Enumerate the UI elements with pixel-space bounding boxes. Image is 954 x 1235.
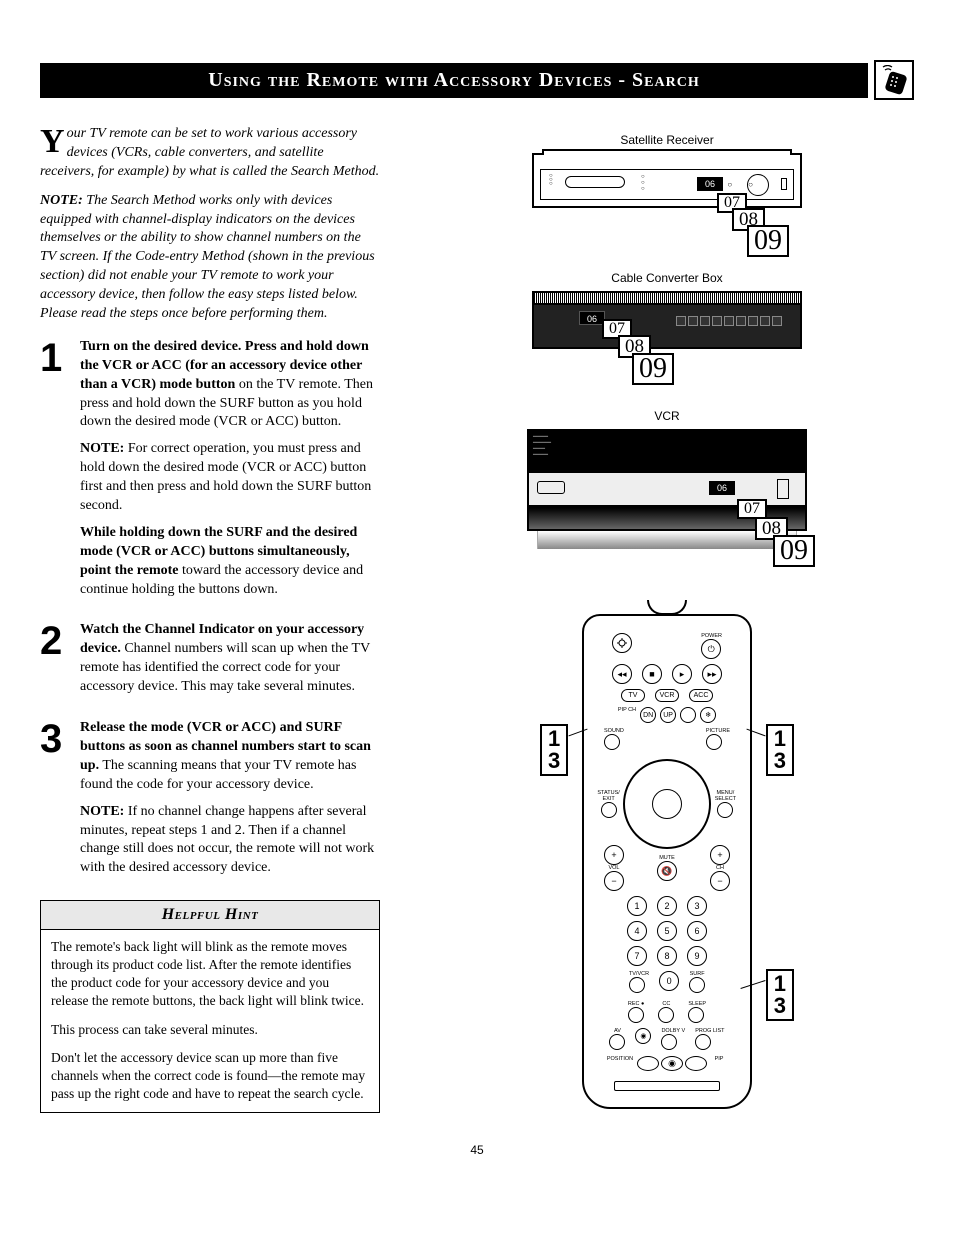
sat-display: 06 — [697, 177, 723, 191]
dolby-button — [661, 1034, 677, 1050]
hint-para: This process can take several minutes. — [51, 1021, 369, 1039]
callout-left: 1 3 — [540, 724, 568, 776]
dpad-ok-button — [652, 789, 682, 819]
intro-para: Your TV remote can be set to work variou… — [40, 125, 380, 182]
helpful-hint-box: Helpful Hint The remote's back light wil… — [40, 900, 380, 1112]
dpad-ring — [623, 759, 711, 849]
step-number: 1 — [40, 338, 80, 608]
step-number: 2 — [40, 621, 80, 705]
header-bar: Using the Remote with Accessory Devices … — [40, 60, 914, 100]
menu-button — [717, 802, 733, 818]
remote-figure: POWER ⏻ ◂◂ ■ ▸ ▸▸ TV VCR ACC PIP CH — [582, 614, 752, 1109]
stop-button: ■ — [642, 664, 662, 684]
step-number: 3 — [40, 719, 80, 886]
page-number: 45 — [40, 1143, 914, 1157]
num-1: 1 — [627, 896, 647, 916]
cable-label: Cable Converter Box — [611, 271, 722, 285]
hint-body: The remote's back light will blink as th… — [41, 930, 379, 1112]
chan-09: 09 — [632, 353, 674, 385]
hint-para: Don't let the accessory device scan up m… — [51, 1049, 369, 1104]
step-2: 2 Watch the Channel Indicator on your ac… — [40, 621, 380, 705]
num-3: 3 — [687, 896, 707, 916]
pos-right-button — [685, 1056, 707, 1071]
tvvcr-button — [629, 977, 645, 993]
vcr-mode-button: VCR — [655, 689, 679, 702]
vcr-figure: ━━━━━━━━━━━━━━━━━━━━ 06 07 08 09 — [527, 429, 807, 594]
surf-button — [689, 977, 705, 993]
hint-title: Helpful Hint — [41, 901, 379, 930]
chan-09: 09 — [747, 225, 789, 257]
pos-left-button — [637, 1056, 659, 1071]
num-0: 0 — [659, 971, 679, 991]
rec-button — [628, 1007, 644, 1023]
power-button: ⏻ — [701, 639, 721, 659]
step-body: Release the mode (VCR or ACC) and SURF b… — [80, 719, 380, 886]
sound-button — [604, 734, 620, 750]
num-4: 4 — [627, 921, 647, 941]
satellite-figure: ○○○ ○○○ ○ ○ 06 07 08 09 — [532, 153, 802, 263]
light-button — [612, 633, 632, 653]
status-button — [601, 802, 617, 818]
intro-text: our TV remote can be set to work various… — [40, 126, 379, 179]
hint-para: The remote's back light will blink as th… — [51, 938, 369, 1011]
ch-up-button: + — [710, 845, 730, 865]
num-2: 2 — [657, 896, 677, 916]
acc-mode-button: ACC — [689, 689, 713, 702]
dropcap: Y — [40, 125, 67, 155]
step-3: 3 Release the mode (VCR or ACC) and SURF… — [40, 719, 380, 886]
misc-button: ◉ — [635, 1028, 651, 1044]
ch-dn-button: − — [710, 871, 730, 891]
av-button — [609, 1034, 625, 1050]
vcr-display: 06 — [709, 481, 735, 495]
vol-up-button: + — [604, 845, 624, 865]
cc-button — [658, 1007, 674, 1023]
num-7: 7 — [627, 946, 647, 966]
step-body: Turn on the desired device. Press and ho… — [80, 338, 380, 608]
num-8: 8 — [657, 946, 677, 966]
pip-dn-button: DN — [640, 707, 656, 723]
rewind-button: ◂◂ — [612, 664, 632, 684]
right-column: Satellite Receiver ○○○ ○○○ ○ ○ 06 07 08 … — [420, 125, 914, 1113]
remote-corner-icon — [874, 60, 914, 100]
sleep-button — [688, 1007, 704, 1023]
vol-dn-button: − — [604, 871, 624, 891]
page-title: Using the Remote with Accessory Devices … — [40, 63, 868, 98]
num-5: 5 — [657, 921, 677, 941]
note-label: NOTE: — [40, 193, 83, 208]
num-6: 6 — [687, 921, 707, 941]
step-1: 1 Turn on the desired device. Press and … — [40, 338, 380, 608]
step-body: Watch the Channel Indicator on your acce… — [80, 621, 380, 705]
satellite-label: Satellite Receiver — [620, 133, 713, 147]
cable-figure: 06 07 08 09 — [532, 291, 802, 401]
mute-button: 🔇 — [657, 861, 677, 881]
ac-button — [680, 707, 696, 723]
tv-mode-button: TV — [621, 689, 645, 702]
note-para: NOTE: The Search Method works only with … — [40, 192, 380, 324]
note-text: The Search Method works only with device… — [40, 193, 375, 321]
callout-right-bottom: 1 3 — [766, 969, 794, 1021]
picture-button — [706, 734, 722, 750]
ffwd-button: ▸▸ — [702, 664, 722, 684]
chan-09: 09 — [773, 535, 815, 567]
num-9: 9 — [687, 946, 707, 966]
chan-07: 07 — [737, 499, 767, 519]
left-column: Your TV remote can be set to work variou… — [40, 125, 380, 1113]
prog-button — [695, 1034, 711, 1050]
pip-up-button: UP — [660, 707, 676, 723]
play-button: ▸ — [672, 664, 692, 684]
vcr-label: VCR — [654, 409, 679, 423]
remote-outline: POWER ⏻ ◂◂ ■ ▸ ▸▸ TV VCR ACC PIP CH — [582, 614, 752, 1109]
freeze-button: ❄ — [700, 707, 716, 723]
callout-right-top: 1 3 — [766, 724, 794, 776]
pip-toggle-button: ◉ — [661, 1056, 683, 1071]
